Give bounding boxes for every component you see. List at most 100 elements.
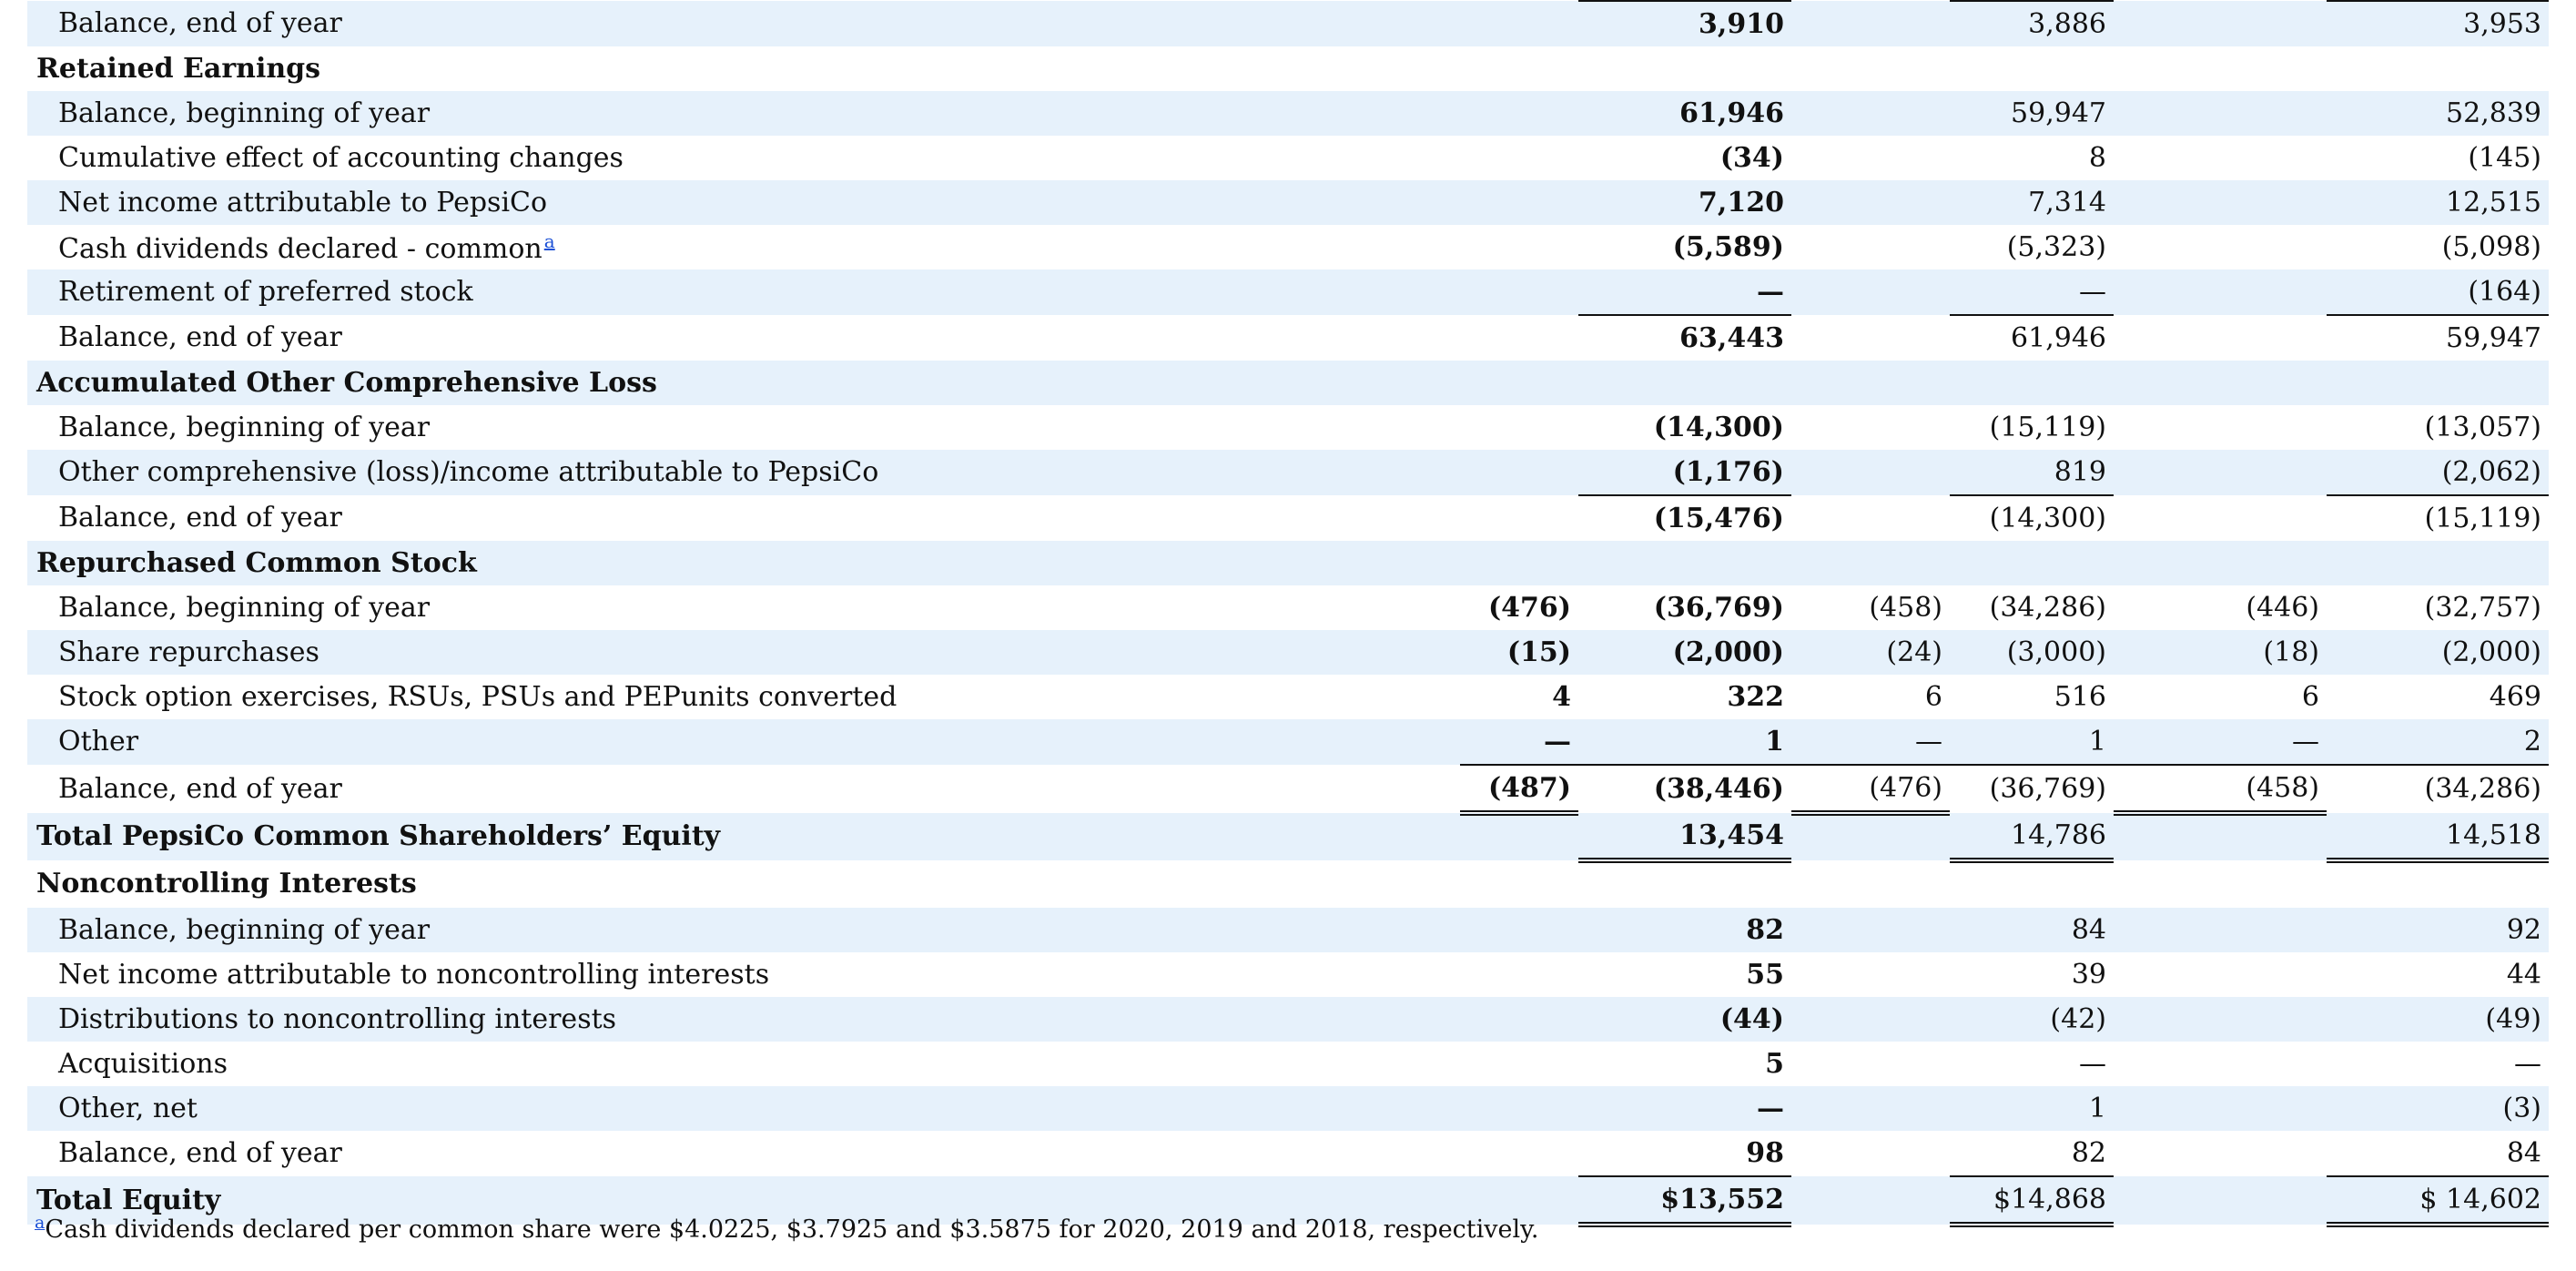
- value-cell: [1460, 495, 1578, 541]
- value-cell: 39: [2071, 958, 2106, 991]
- value-cell: 59,947: [2327, 314, 2549, 361]
- value-cell: 819: [1950, 450, 2114, 495]
- value-cell: (3): [2327, 1086, 2549, 1131]
- table-row: Stock option exercises, RSUs, PSUs and P…: [27, 675, 2549, 719]
- value-cell: [1791, 46, 1950, 91]
- value-cell: [1791, 1, 1950, 46]
- table-row: Balance, end of year (15,476) (14,300) (15,…: [27, 494, 2549, 541]
- value-cell: 1: [1578, 719, 1791, 765]
- row-label-text: Other comprehensive (loss)/income attrib…: [58, 456, 879, 488]
- value-cell: [1791, 541, 1950, 585]
- value-cell: [1791, 860, 1950, 908]
- value-cell: [1578, 46, 1791, 91]
- value-cell: [2114, 405, 2327, 450]
- value-cell: (32,757): [2424, 591, 2541, 624]
- value-cell: [1460, 1086, 1578, 1131]
- value-cell: [2114, 180, 2327, 225]
- value-cell: (1,176): [1578, 450, 1791, 495]
- row-label: Balance, end of year: [27, 765, 1460, 813]
- row-label-text: Stock option exercises, RSUs, PSUs and P…: [58, 680, 898, 713]
- row-label: Other, net: [27, 1086, 1460, 1131]
- value-cell: 7,314: [1950, 180, 2114, 225]
- row-label-text: Noncontrolling Interests: [36, 868, 417, 900]
- value-cell: [1460, 450, 1578, 495]
- value-cell: 92: [2327, 908, 2549, 952]
- row-label-text: Cash dividends declared - common: [58, 232, 543, 265]
- value-cell: (18): [2114, 630, 2327, 675]
- value-cell: [2114, 860, 2327, 908]
- row-label-text: Balance, end of year: [58, 772, 342, 805]
- row-label-text: Share repurchases: [58, 636, 319, 668]
- value-cell: [1791, 450, 1950, 495]
- table-row: Balance, end of year (487) (38,446) (476) (3…: [27, 764, 2549, 816]
- value-cell: (34,286): [2327, 764, 2549, 813]
- value-cell: 63,443: [1578, 314, 1791, 361]
- value-cell: [1791, 952, 1950, 997]
- value-cell: [2114, 952, 2327, 997]
- value-cell: 2: [2327, 719, 2549, 765]
- row-label-text: Balance, end of year: [58, 7, 342, 39]
- row-label-text: Other: [58, 726, 139, 758]
- value-cell: 52,839: [2327, 91, 2549, 136]
- value-cell: 322: [1727, 680, 1784, 713]
- value-cell: —: [1578, 269, 1791, 315]
- table-row: Other —1—1—2: [27, 719, 2549, 765]
- value-cell: (2,000): [2327, 630, 2549, 675]
- value-cell: 13,454: [1578, 813, 1791, 863]
- row-label: Retained Earnings: [27, 46, 1460, 91]
- section-header-row: Retained Earnings: [27, 46, 2549, 91]
- value-cell: [2114, 1042, 2327, 1086]
- row-label: Cash dividends declared - common a: [27, 225, 1460, 269]
- value-cell: 5: [1765, 1047, 1784, 1080]
- value-cell: (14,300): [1653, 411, 1784, 443]
- footnote-marker[interactable]: a: [35, 1213, 46, 1233]
- value-cell: [1460, 315, 1578, 361]
- value-cell: [1460, 1042, 1578, 1086]
- value-cell: 44: [2506, 958, 2541, 991]
- value-cell: [2114, 541, 2327, 585]
- value-cell: [1578, 860, 1791, 908]
- value-cell: (34,286): [1989, 591, 2106, 624]
- value-cell: [1578, 541, 1791, 585]
- table-row: Balance, beginning of year 61,946 59,947 52…: [27, 91, 2549, 136]
- table-row: Cash dividends declared - common a (5,589)…: [27, 225, 2549, 269]
- value-cell: 12,515: [2327, 180, 2549, 225]
- value-cell: 98: [1746, 1136, 1784, 1169]
- section-header-row: Total PepsiCo Common Shareholders’ Equit…: [27, 813, 2549, 863]
- value-cell: [1460, 180, 1578, 225]
- table-row: Net income attributable to noncontrollin…: [27, 952, 2549, 997]
- value-cell: [1460, 269, 1578, 315]
- value-cell: (164): [2327, 269, 2549, 315]
- value-cell: [2327, 860, 2549, 908]
- value-cell: 4: [1552, 680, 1571, 713]
- value-cell: [2114, 91, 2327, 136]
- value-cell: [2114, 1131, 2327, 1176]
- value-cell: 82: [1578, 908, 1791, 952]
- value-cell: [1791, 136, 1950, 180]
- row-label-text: Other, net: [58, 1092, 198, 1124]
- value-cell: 55: [1746, 958, 1784, 991]
- table-row: Balance, beginning of year 82 84 92: [27, 908, 2549, 952]
- row-label-text: Distributions to noncontrolling interest…: [58, 1002, 617, 1035]
- row-label: Retirement of preferred stock: [27, 269, 1460, 315]
- value-cell: [2114, 1, 2327, 46]
- value-cell: [2327, 361, 2549, 405]
- value-cell: $14,868: [1950, 1175, 2114, 1227]
- value-cell: [1460, 997, 1578, 1042]
- row-label: Total Equity: [27, 1176, 1460, 1225]
- value-cell: 516: [2054, 680, 2106, 713]
- table-row: Balance, end of year 98 82 84: [27, 1131, 2549, 1176]
- value-cell: (34): [1719, 141, 1784, 174]
- value-cell: (458): [1869, 591, 1942, 624]
- value-cell: [1460, 91, 1578, 136]
- table-row: Cumulative effect of accounting changes (…: [27, 136, 2549, 180]
- value-cell: —: [2079, 1047, 2106, 1080]
- value-cell: —: [1578, 1086, 1791, 1131]
- value-cell: (15,476): [1578, 494, 1791, 541]
- value-cell: (15): [1460, 630, 1578, 675]
- value-cell: [2114, 1176, 2327, 1225]
- value-cell: (458): [2114, 764, 2327, 816]
- footnote-link[interactable]: a: [543, 229, 555, 252]
- value-cell: (49): [2327, 997, 2549, 1042]
- row-label: Distributions to noncontrolling interest…: [27, 997, 1460, 1042]
